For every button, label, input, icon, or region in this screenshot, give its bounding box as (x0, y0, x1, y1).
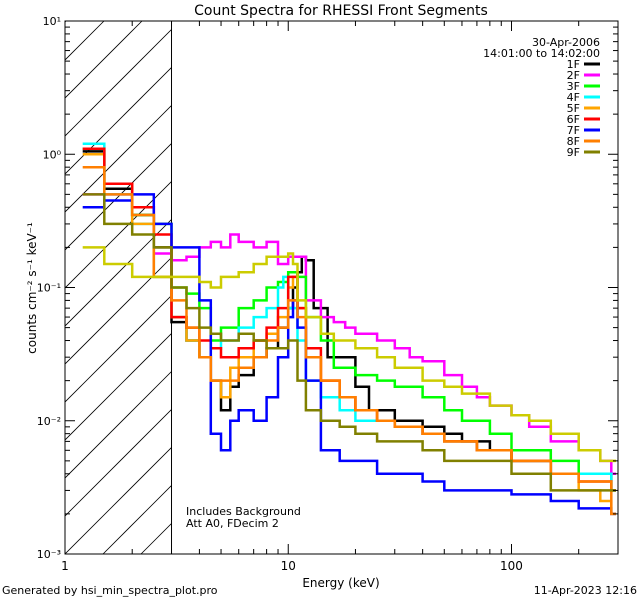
series-line-9F (82, 193, 616, 492)
y-tick-label: 10¹ (43, 15, 61, 28)
footer-generated-by: Generated by hsi_min_spectra_plot.pro (2, 584, 218, 597)
x-tick-label: 10 (281, 559, 296, 573)
series-line-7F (82, 193, 616, 516)
annotation-attenuator: Att A0, FDecim 2 (186, 517, 279, 530)
y-tick-label: 10⁰ (43, 148, 62, 161)
legend-label-1F: 1F (567, 58, 580, 71)
legend-time-range: 14:01:00 to 14:02:00 (483, 47, 600, 60)
legend-label-7F: 7F (567, 124, 580, 137)
legend-date: 30-Apr-2006 (532, 36, 600, 49)
y-tick-label: 10⁻² (37, 415, 61, 428)
hatch-line (65, 21, 257, 213)
legend-label-6F: 6F (567, 113, 580, 126)
chart-title: Count Spectra for RHESSI Front Segments (194, 3, 488, 19)
hatched-region (0, 21, 640, 554)
hatch-line (65, 21, 181, 137)
legend-label-8F: 8F (567, 135, 580, 148)
axis-ticks: 1 10 100 10⁻³ 10⁻² 10⁻¹ 10⁰ 10¹ (37, 15, 619, 573)
hatch-line (635, 21, 640, 554)
legend-label-3F: 3F (567, 80, 580, 93)
series-line-yellow (82, 246, 616, 463)
y-axis-label: counts cm⁻² s⁻¹ keV⁻¹ (25, 222, 39, 354)
legend-label-4F: 4F (567, 91, 580, 104)
legend-label-2F: 2F (567, 69, 580, 82)
legend-label-5F: 5F (567, 102, 580, 115)
hatch-mask (171, 21, 618, 554)
x-tick-label: 100 (500, 559, 523, 573)
footer-timestamp: 11-Apr-2023 12:16 (533, 584, 637, 597)
legend-label-9F: 9F (567, 146, 580, 159)
hatch-line (65, 21, 219, 175)
hatch-line (0, 21, 28, 554)
x-tick-label: 1 (61, 559, 69, 573)
y-tick-label: 10⁻³ (37, 548, 61, 561)
series-layer (82, 142, 616, 516)
y-tick-label: 10⁻¹ (37, 282, 61, 295)
annotation-background: Includes Background (186, 505, 301, 518)
x-axis-label: Energy (keV) (302, 576, 379, 590)
